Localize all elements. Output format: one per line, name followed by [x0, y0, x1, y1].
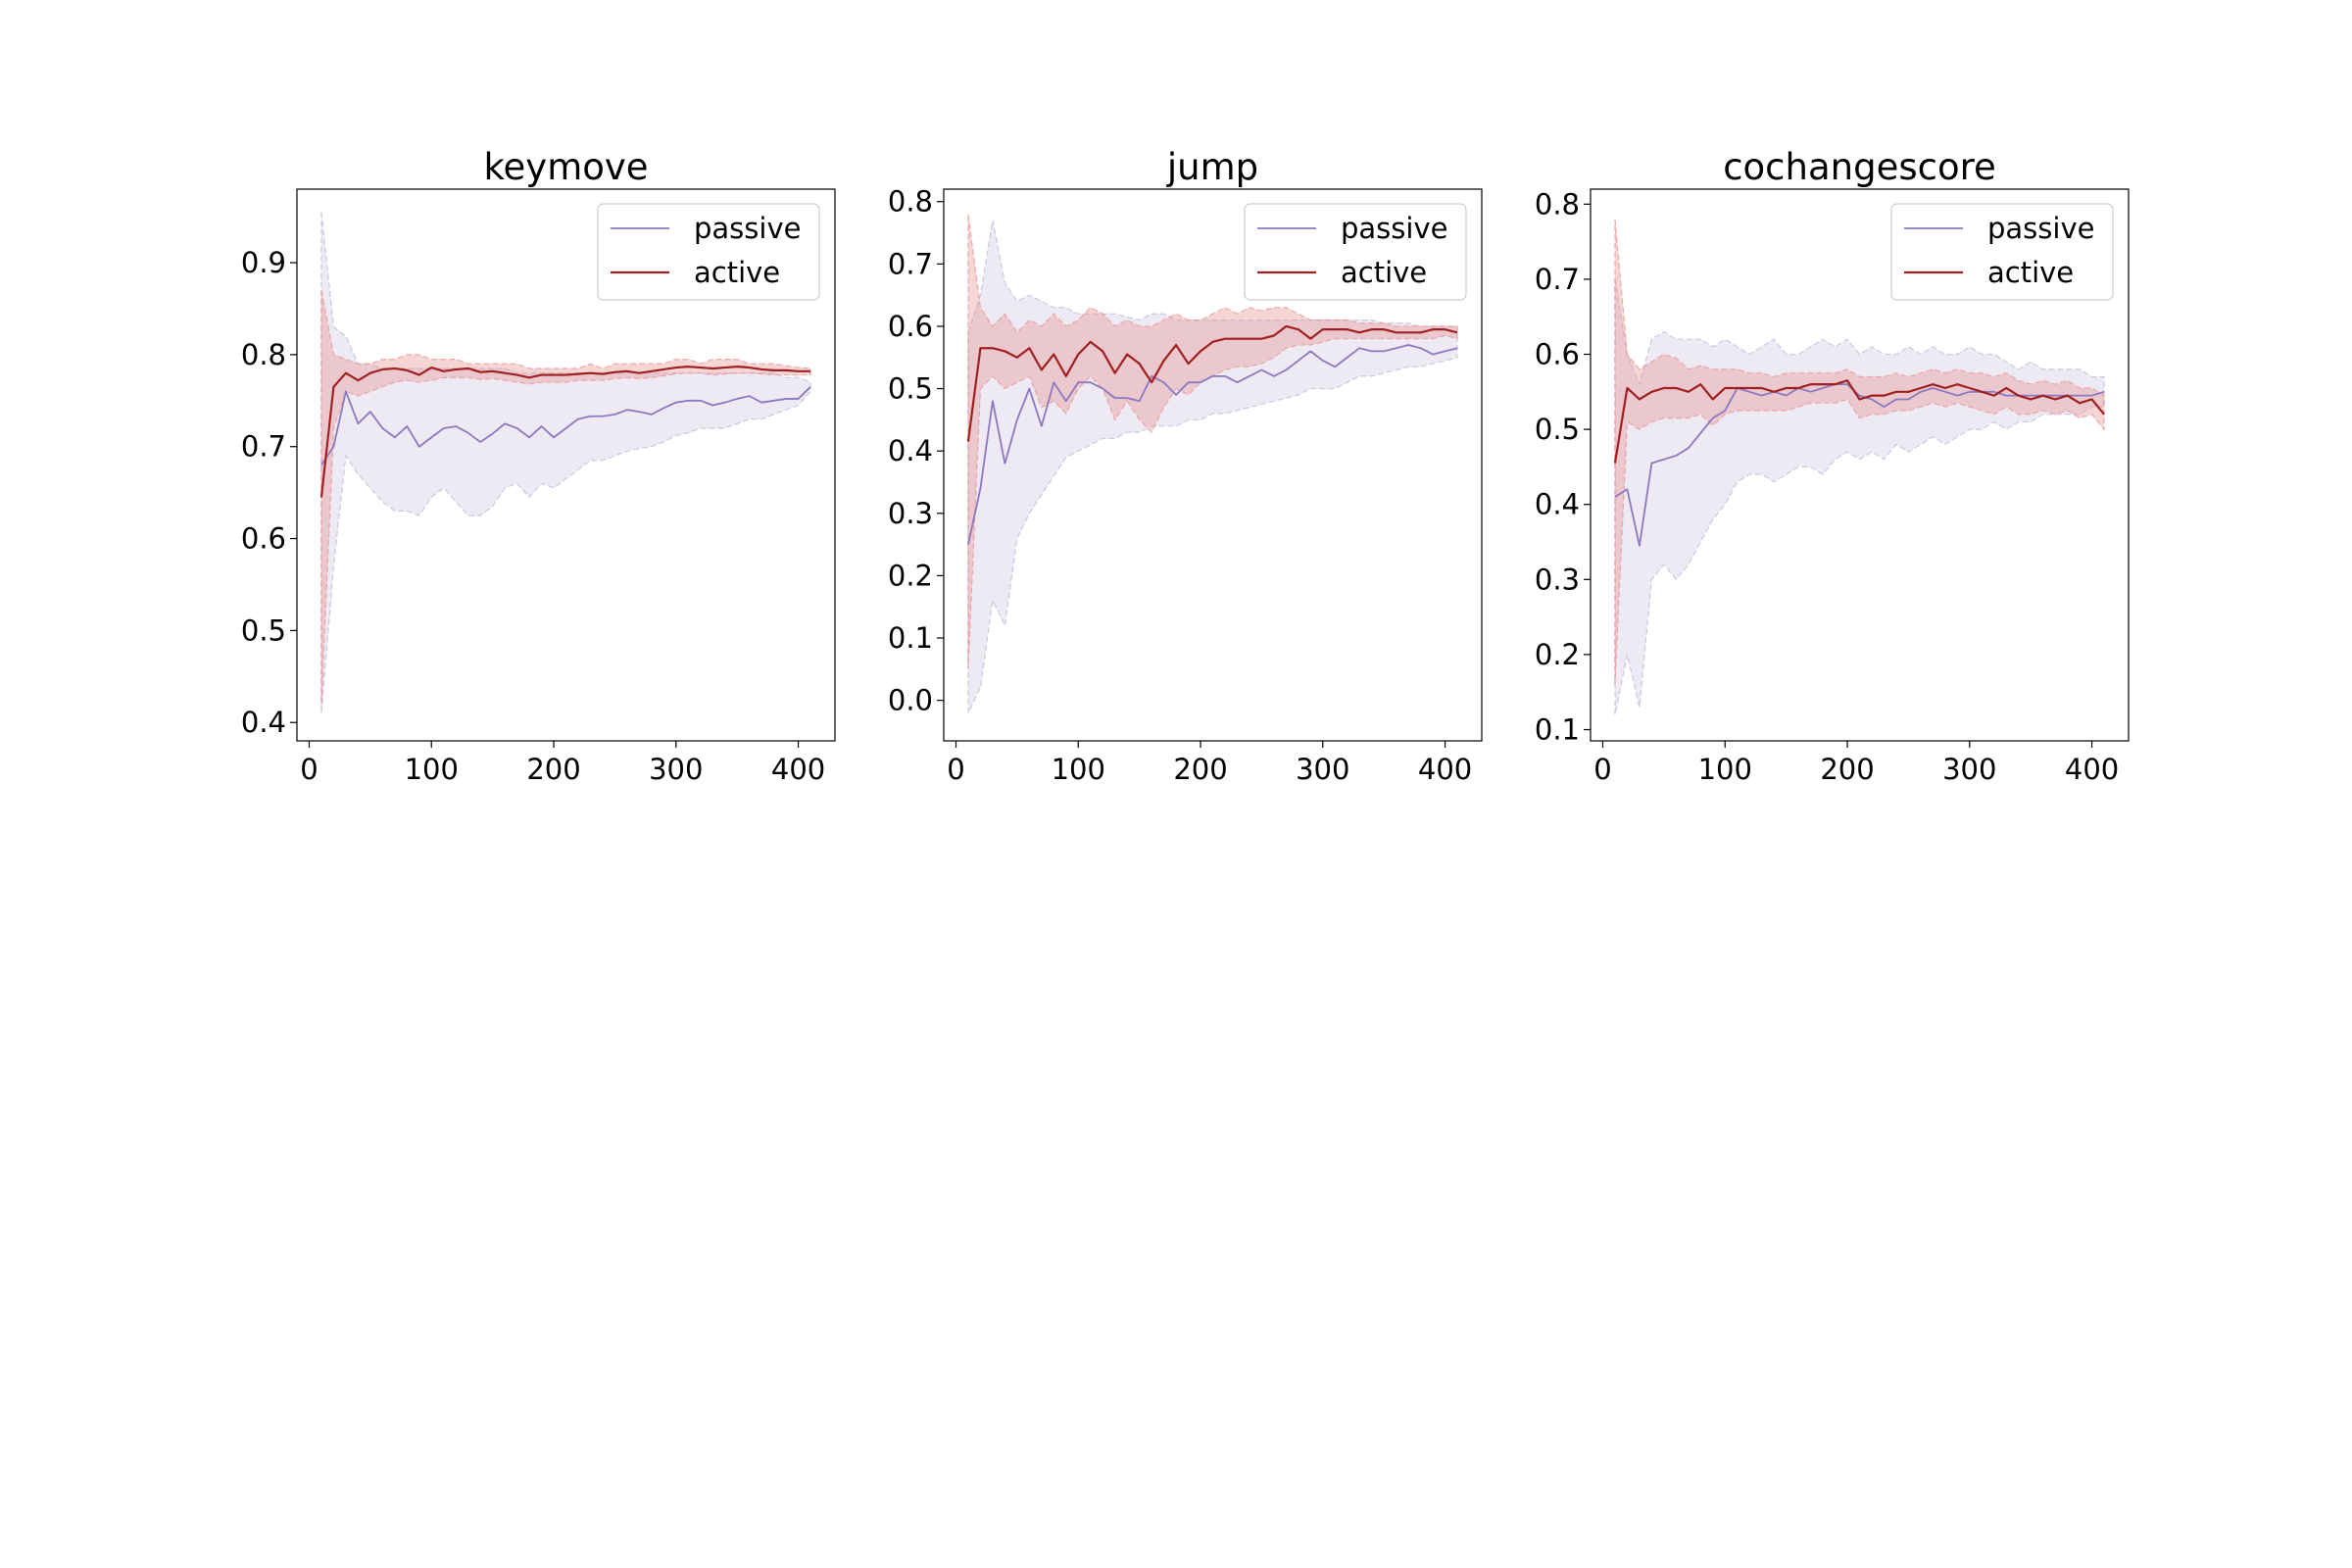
legend-label-passive: passive — [1987, 212, 2094, 245]
y-tick-label: 0.5 — [888, 372, 933, 406]
y-tick-label: 0.7 — [1535, 263, 1580, 296]
plot-frame — [1590, 188, 2130, 742]
y-tick-label: 0.8 — [241, 338, 286, 371]
y-tick-label: 0.1 — [888, 621, 933, 655]
y-tick-label: 0.7 — [888, 247, 933, 280]
band-active — [967, 214, 1458, 669]
y-tick-label: 0.7 — [241, 430, 286, 464]
y-tick-label: 0.0 — [888, 684, 933, 717]
legend-label-active: active — [1987, 256, 2074, 289]
y-tick-label: 0.3 — [1535, 563, 1580, 596]
legend: passive active — [597, 203, 820, 301]
chart-title: jump — [1166, 146, 1258, 188]
x-tick-label: 400 — [771, 753, 825, 786]
legend-label-passive: passive — [1341, 212, 1447, 245]
y-tick-label: 0.3 — [888, 497, 933, 530]
x-tick-label: 400 — [1418, 753, 1472, 786]
y-tick-label: 0.8 — [888, 185, 933, 219]
x-tick-label: 100 — [1698, 753, 1752, 786]
plot-frame — [296, 188, 836, 742]
y-tick-label: 0.4 — [241, 706, 286, 739]
y-tick-label: 0.1 — [1535, 713, 1580, 747]
y-tick-label: 0.8 — [1535, 187, 1580, 220]
y-tick-label: 0.2 — [1535, 638, 1580, 671]
chart-title: keymove — [483, 146, 648, 188]
x-tick-label: 100 — [405, 753, 459, 786]
plot-frame — [943, 188, 1483, 742]
x-tick-label: 400 — [2065, 753, 2119, 786]
x-tick-label: 0 — [947, 753, 964, 786]
y-tick-label: 0.6 — [241, 522, 286, 556]
band-passive — [1614, 278, 2105, 715]
band-passive — [320, 212, 811, 713]
x-tick-label: 100 — [1052, 753, 1105, 786]
legend-label-active: active — [694, 256, 780, 289]
y-tick-label: 0.6 — [1535, 338, 1580, 371]
y-tick-label: 0.4 — [888, 434, 933, 467]
x-tick-label: 200 — [1820, 753, 1874, 786]
y-tick-label: 0.6 — [888, 310, 933, 343]
y-tick-label: 0.4 — [1535, 488, 1580, 521]
chart-title: cochangescore — [1723, 146, 1996, 188]
x-tick-label: 0 — [1593, 753, 1611, 786]
y-tick-label: 0.5 — [1535, 413, 1580, 446]
band-active — [320, 290, 811, 705]
chart-panel-jump: jump 0 100 200 300 400 0.0 0.1 0.2 0.3 0.4 0.5 0.6 0.… — [888, 146, 1483, 786]
y-tick-label: 0.5 — [241, 613, 286, 647]
x-tick-label: 300 — [1942, 753, 1996, 786]
legend-label-active: active — [1341, 256, 1427, 289]
x-tick-label: 200 — [526, 753, 580, 786]
x-tick-label: 200 — [1173, 753, 1227, 786]
x-tick-label: 300 — [1296, 753, 1349, 786]
chart-panel-keymove: keymove 0 100 200 300 400 0.4 0.5 0.6 0.7 0.8 0.9 pa… — [241, 146, 836, 786]
chart-panel-cochangescore: cochangescore 0 100 200 300 400 0.1 0.2 0.3 0.4 0.… — [1535, 146, 2130, 786]
legend-label-passive: passive — [694, 212, 801, 245]
band-passive — [967, 220, 1458, 713]
band-active — [1614, 219, 2105, 685]
y-tick-label: 0.9 — [241, 246, 286, 279]
x-tick-label: 300 — [649, 753, 703, 786]
x-tick-label: 0 — [300, 753, 318, 786]
legend: passive active — [1890, 203, 2114, 301]
legend: passive active — [1244, 203, 1467, 301]
y-tick-label: 0.2 — [888, 559, 933, 592]
